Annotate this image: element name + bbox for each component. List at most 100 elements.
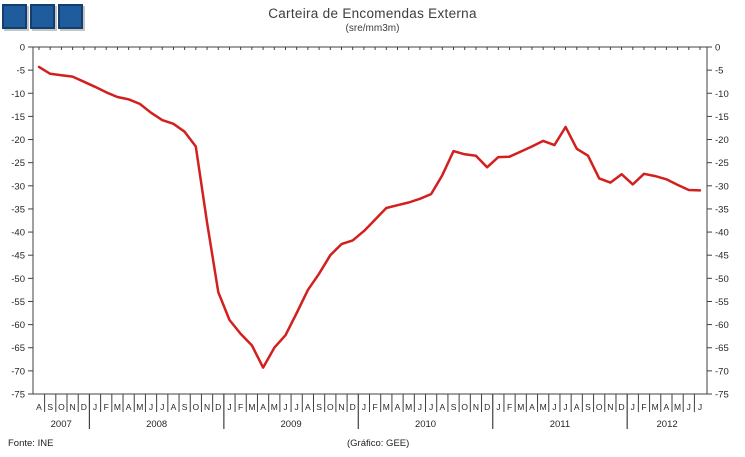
svg-text:S: S [451, 402, 457, 412]
svg-text:A: A [395, 402, 401, 412]
svg-text:D: D [350, 402, 356, 412]
svg-text:N: N [338, 402, 344, 412]
svg-text:-70: -70 [11, 366, 25, 377]
logo-squares [2, 4, 83, 29]
svg-text:D: D [484, 402, 490, 412]
svg-text:M: M [136, 402, 143, 412]
svg-text:A: A [126, 402, 132, 412]
svg-text:J: J [496, 402, 500, 412]
logo-square-icon [58, 4, 83, 29]
svg-text:-5: -5 [715, 66, 723, 77]
svg-text:-60: -60 [715, 320, 729, 331]
svg-text:M: M [652, 402, 659, 412]
svg-text:A: A [664, 402, 670, 412]
svg-text:A: A [439, 402, 445, 412]
svg-text:-50: -50 [715, 274, 729, 285]
chart-subtitle: (sre/mm3m) [345, 23, 400, 34]
svg-text:-70: -70 [715, 366, 729, 377]
svg-text:-45: -45 [715, 251, 729, 262]
svg-text:-25: -25 [11, 158, 25, 169]
svg-text:2010: 2010 [415, 419, 436, 430]
svg-text:-10: -10 [715, 89, 729, 100]
source-note: Fonte: INE [8, 438, 54, 449]
svg-text:J: J [149, 402, 153, 412]
svg-text:-15: -15 [11, 112, 25, 123]
svg-text:-30: -30 [715, 181, 729, 192]
svg-text:-65: -65 [715, 343, 729, 354]
svg-text:J: J [283, 402, 287, 412]
svg-text:M: M [114, 402, 121, 412]
svg-text:0: 0 [715, 43, 720, 54]
svg-text:-40: -40 [11, 228, 25, 239]
svg-text:O: O [461, 402, 468, 412]
svg-text:N: N [70, 402, 76, 412]
svg-text:O: O [58, 402, 65, 412]
svg-text:O: O [193, 402, 200, 412]
svg-text:S: S [182, 402, 188, 412]
svg-text:-35: -35 [11, 204, 25, 215]
svg-text:M: M [271, 402, 278, 412]
svg-text:2011: 2011 [550, 419, 570, 430]
svg-text:-75: -75 [11, 390, 25, 401]
svg-text:O: O [327, 402, 334, 412]
svg-text:F: F [104, 402, 109, 412]
svg-text:-5: -5 [17, 66, 25, 77]
svg-text:-20: -20 [11, 135, 25, 146]
svg-text:J: J [563, 402, 567, 412]
svg-text:-20: -20 [715, 135, 729, 146]
svg-text:-45: -45 [11, 251, 25, 262]
svg-text:2012: 2012 [657, 419, 678, 430]
svg-text:A: A [574, 402, 580, 412]
svg-text:-30: -30 [11, 181, 25, 192]
svg-text:J: J [418, 402, 422, 412]
svg-text:-25: -25 [715, 158, 729, 169]
svg-text:M: M [517, 402, 524, 412]
svg-text:J: J [160, 402, 164, 412]
svg-text:M: M [405, 402, 412, 412]
svg-text:J: J [429, 402, 433, 412]
svg-text:2007: 2007 [51, 419, 72, 430]
svg-text:-35: -35 [715, 204, 729, 215]
svg-text:A: A [260, 402, 266, 412]
svg-text:0: 0 [20, 43, 25, 54]
svg-text:F: F [507, 402, 512, 412]
svg-text:-10: -10 [11, 89, 25, 100]
svg-text:D: D [81, 402, 87, 412]
svg-text:N: N [607, 402, 613, 412]
svg-text:F: F [373, 402, 378, 412]
svg-text:-15: -15 [715, 112, 729, 123]
logo-square-icon [2, 4, 27, 29]
svg-text:J: J [687, 402, 691, 412]
line-chart: 0 0 -5 -5 -10 -10 -15 -15 -20 -20 -25 -25 -30 -30 -35 -… [11, 43, 729, 431]
svg-text:-55: -55 [715, 297, 729, 308]
svg-text:O: O [596, 402, 603, 412]
svg-text:S: S [316, 402, 322, 412]
svg-text:N: N [473, 402, 479, 412]
svg-text:-60: -60 [11, 320, 25, 331]
svg-text:A: A [529, 402, 535, 412]
chart-title: Carteira de Encomendas Externa [268, 6, 477, 21]
svg-text:J: J [227, 402, 231, 412]
svg-text:M: M [248, 402, 255, 412]
svg-text:M: M [540, 402, 547, 412]
logo-square-icon [30, 4, 55, 29]
svg-text:D: D [619, 402, 625, 412]
svg-text:J: J [93, 402, 97, 412]
svg-text:A: A [171, 402, 177, 412]
svg-text:-65: -65 [11, 343, 25, 354]
svg-text:D: D [215, 402, 221, 412]
svg-text:J: J [295, 402, 299, 412]
svg-text:J: J [362, 402, 366, 412]
svg-text:J: J [552, 402, 556, 412]
svg-text:S: S [585, 402, 591, 412]
svg-text:2009: 2009 [281, 419, 302, 430]
title-block: Carteira de Encomendas Externa (sre/mm3m… [0, 6, 745, 34]
svg-text:M: M [674, 402, 681, 412]
svg-text:N: N [204, 402, 210, 412]
svg-text:F: F [238, 402, 243, 412]
credit-note: (Gráfico: GEE) [347, 438, 410, 449]
svg-text:-50: -50 [11, 274, 25, 285]
svg-text:F: F [641, 402, 646, 412]
svg-text:-75: -75 [715, 390, 729, 401]
